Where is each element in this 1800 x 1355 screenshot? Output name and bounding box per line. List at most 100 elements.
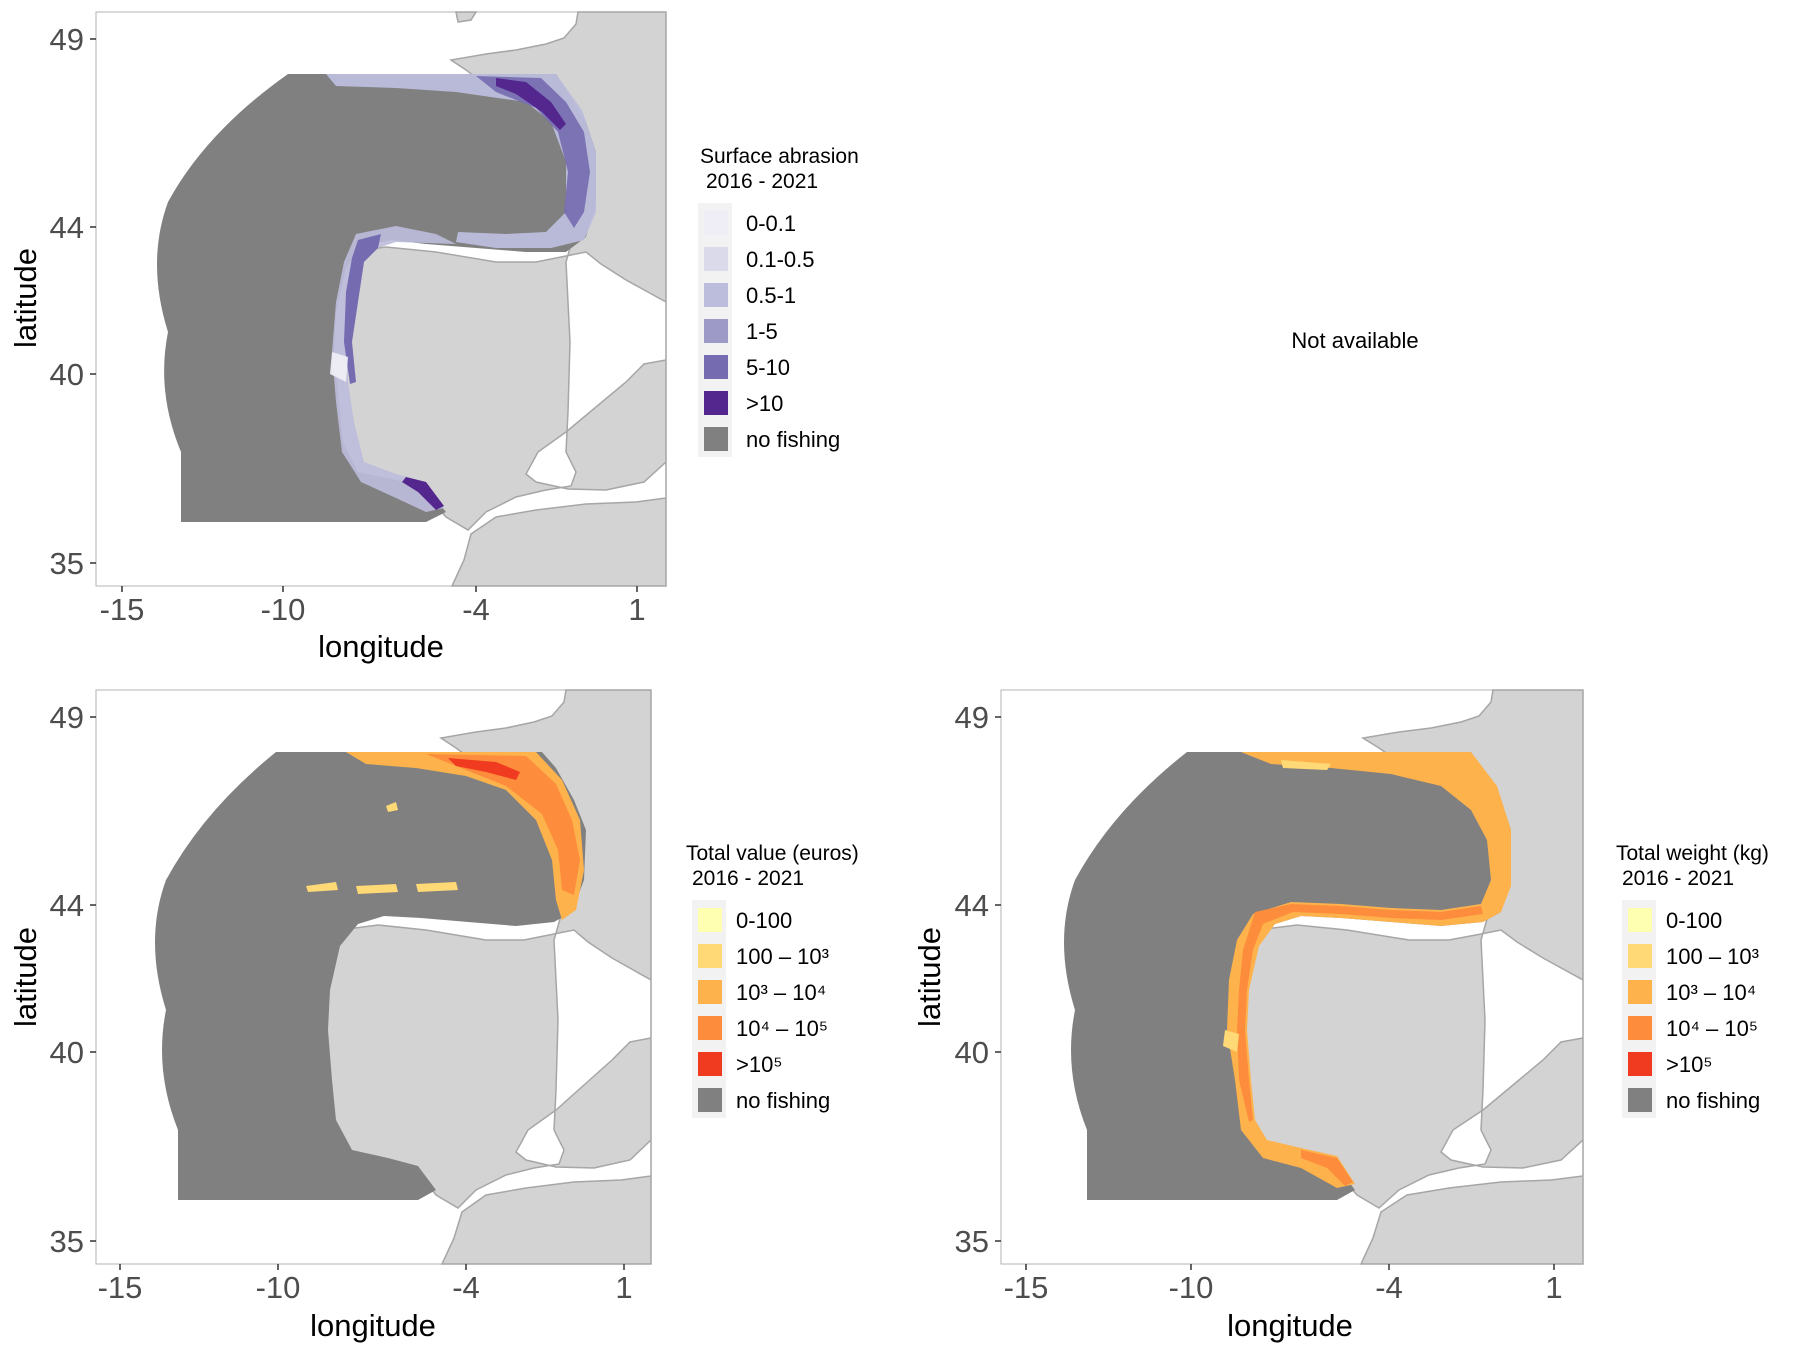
legend-swatch [698,908,722,932]
legend-swatch [1628,1088,1652,1112]
x-axis: -15 -10 -4 1 longitude [1004,1264,1563,1343]
legend-label: 0-100 [736,908,792,933]
legend-label: >10⁵ [1666,1052,1712,1077]
x-axis-title: longitude [1227,1308,1353,1343]
legend-label: 10³ – 10⁴ [736,980,826,1005]
x-tick-label: -4 [462,592,490,627]
legend-label: 0-100 [1666,908,1722,933]
x-tick-label: -4 [452,1270,480,1305]
legend-label: no fishing [736,1088,830,1113]
legend-label: no fishing [1666,1088,1760,1113]
legend-title: Surface abrasion [700,145,859,168]
no-fishing-area [1064,752,1511,1200]
legend-swatch [1628,944,1652,968]
legend-label: 0.1-0.5 [746,247,815,272]
y-tick-label: 40 [50,1035,84,1070]
legend-label: 1-5 [746,319,778,344]
x-tick-label: -4 [1375,1270,1403,1305]
y-axis-title: latitude [8,927,43,1027]
legend-swatch [698,1088,722,1112]
legend-swatch [698,944,722,968]
legend-label: >10⁵ [736,1052,782,1077]
legend-subtitle: 2016 - 2021 [692,867,804,890]
legend-label: 10³ – 10⁴ [1666,980,1756,1005]
map-area [95,11,667,587]
legend-swatch [1628,1016,1652,1040]
x-tick-label: -15 [100,592,145,627]
legend-key-background [1622,900,1656,1118]
legend-key-background [692,900,726,1118]
legend-swatch [704,355,728,379]
y-tick-label: 44 [50,210,84,245]
no-fishing-area [155,752,586,1200]
x-tick-label: 1 [615,1270,632,1305]
legend-label: 100 – 10³ [736,944,829,969]
x-tick-label: 1 [1545,1270,1562,1305]
no-fishing-area [157,74,596,522]
legend: Total weight (kg) 2016 - 2021 0-100 100 –… [1616,842,1769,1118]
x-axis-title: longitude [318,629,444,664]
legend-label: no fishing [746,427,840,452]
x-axis: -15 -10 -4 1 longitude [98,1264,633,1343]
y-tick-label: 49 [955,700,989,735]
panel-total-weight: -15 -10 -4 1 longitude 49 44 40 35 latit… [912,689,1769,1343]
legend-subtitle: 2016 - 2021 [1622,867,1734,890]
y-tick-label: 49 [50,22,84,57]
panel-surface-abrasion: -15 -10 -4 1 longitude 49 44 40 35 latit… [8,11,859,664]
y-axis-title: latitude [8,248,43,348]
legend-swatch [704,247,728,271]
legend: Total value (euros) 2016 - 2021 0-100 100… [686,842,859,1118]
y-tick-label: 40 [955,1035,989,1070]
legend-swatch [698,980,722,1004]
legend-swatch [704,211,728,235]
legend-swatch [1628,980,1652,1004]
fishing-overlay [326,74,596,512]
legend-label: 0-0.1 [746,211,796,236]
x-tick-label: -10 [261,592,306,627]
legend-swatch [704,427,728,451]
y-axis: 49 44 40 35 latitude [8,700,96,1259]
legend-label: >10 [746,391,783,416]
y-tick-label: 35 [50,546,84,581]
x-tick-label: -15 [98,1270,143,1305]
panel-total-value: -15 -10 -4 1 longitude 49 44 40 35 latit… [8,689,859,1343]
y-tick-label: 44 [50,888,84,923]
x-tick-label: -15 [1004,1270,1049,1305]
ireland-coast [455,11,478,23]
legend-swatch [704,319,728,343]
legend-swatch [704,391,728,415]
x-axis-title: longitude [310,1308,436,1343]
map-area [1000,689,1584,1265]
legend-subtitle: 2016 - 2021 [706,170,818,193]
y-tick-label: 44 [955,888,989,923]
legend-label: 10⁴ – 10⁵ [1666,1016,1758,1041]
y-axis: 49 44 40 35 latitude [8,22,96,581]
y-axis-title: latitude [912,927,947,1027]
legend-swatch [698,1016,722,1040]
y-tick-label: 35 [50,1224,84,1259]
legend-swatch [1628,908,1652,932]
map-area [95,689,652,1265]
legend-title: Total weight (kg) [1616,842,1769,865]
x-tick-label: -10 [256,1270,301,1305]
fishing-overlay [306,752,584,920]
legend-label: 10⁴ – 10⁵ [736,1016,828,1041]
x-tick-label: 1 [628,592,645,627]
legend-label: 100 – 10³ [1666,944,1759,969]
x-axis: -15 -10 -4 1 longitude [100,586,646,664]
legend-swatch [698,1052,722,1076]
y-tick-label: 49 [50,700,84,735]
legend-label: 5-10 [746,355,790,380]
legend-title: Total value (euros) [686,842,859,865]
legend-label: 0.5-1 [746,283,796,308]
fishing-overlay [1223,752,1511,1188]
legend: Surface abrasion 2016 - 2021 0-0.1 0.1-0.… [698,145,859,457]
not-available-text: Not available [1291,328,1418,353]
y-axis: 49 44 40 35 latitude [912,700,1001,1259]
legend-swatch [704,283,728,307]
y-tick-label: 40 [50,357,84,392]
legend-swatch [1628,1052,1652,1076]
y-tick-label: 35 [955,1224,989,1259]
panel-not-available: Not available [1291,328,1418,353]
